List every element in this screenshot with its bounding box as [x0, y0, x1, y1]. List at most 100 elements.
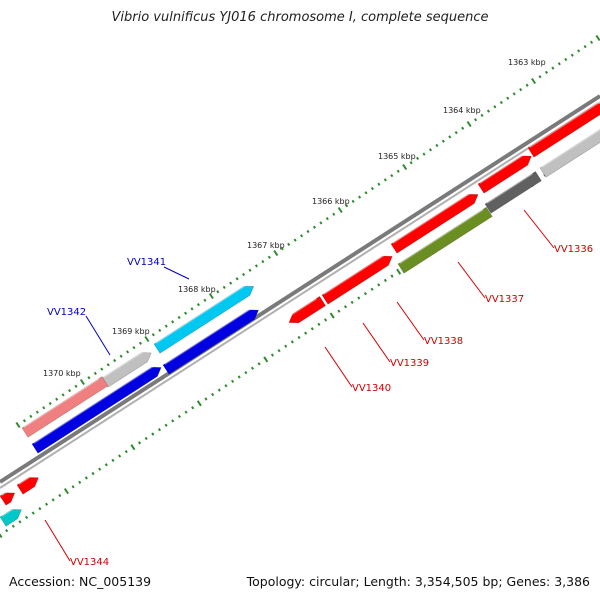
outer-tick — [454, 130, 458, 135]
cyan-gene-highlight — [155, 283, 248, 344]
inner-tick — [244, 370, 248, 375]
inner-tick — [231, 379, 235, 384]
red-gene-highlight — [1, 489, 9, 496]
accession-text: Accession: NC_005139 — [9, 574, 152, 589]
blue-gene — [162, 309, 259, 375]
inner-tick — [237, 375, 241, 379]
gene-label[interactable]: VV1341 — [127, 257, 166, 268]
red-gene-highlight — [479, 152, 526, 184]
inner-tick — [25, 515, 29, 520]
outer-tick — [422, 152, 426, 156]
outer-tick — [242, 272, 246, 277]
outer-tick — [570, 53, 574, 57]
red-gene-highlight — [18, 474, 33, 485]
inner-tick — [84, 476, 88, 480]
outer-tick — [325, 216, 329, 221]
outer-tick — [280, 247, 284, 251]
inner-tick — [51, 498, 55, 502]
red-gene-highlight — [529, 100, 600, 148]
outer-tick — [42, 406, 46, 410]
outer-tick — [466, 120, 472, 128]
callout-line — [396, 301, 425, 341]
inner-tick — [31, 511, 35, 515]
outer-tick — [531, 77, 537, 85]
inner-tick — [324, 318, 328, 322]
outer-tick — [486, 109, 490, 113]
outer-tick — [409, 161, 413, 165]
inner-tick — [98, 467, 102, 471]
inner-tick — [18, 520, 22, 524]
inner-tick — [377, 283, 381, 287]
outer-tick — [364, 191, 368, 195]
outer-tick — [345, 204, 349, 208]
callout-line — [523, 209, 555, 249]
inner-tick — [304, 331, 308, 335]
outer-tick — [396, 169, 400, 173]
gene-label[interactable]: VV1340 — [352, 383, 391, 394]
map-title: Vibrio vulnificus YJ016 chromosome I, co… — [111, 10, 489, 25]
inner-tick — [363, 291, 367, 296]
outer-tick — [248, 268, 252, 272]
callout-line — [44, 519, 71, 562]
outer-tick — [106, 363, 110, 367]
outer-tick — [132, 345, 136, 350]
ruler-label: 1365 kbp — [378, 152, 416, 161]
ruler-label: 1368 kbp — [178, 285, 216, 294]
inner-tick — [78, 480, 82, 484]
outer-tick — [235, 277, 239, 281]
outer-tick — [506, 96, 510, 100]
outer-tick — [229, 281, 233, 285]
ruler-label: 1363 kbp — [508, 58, 546, 67]
outer-tick — [55, 397, 59, 401]
backbone-inner — [0, 101, 600, 489]
gene-label[interactable]: VV1338 — [424, 336, 463, 347]
inner-tick — [191, 406, 195, 410]
inner-tick — [137, 441, 142, 445]
outer-tick — [35, 410, 39, 414]
outer-tick — [595, 34, 600, 42]
outer-tick — [577, 49, 581, 53]
inner-tick — [310, 327, 314, 331]
inner-tick — [196, 400, 202, 407]
grey-gene-highlight — [541, 128, 600, 168]
inner-tick — [317, 322, 321, 326]
outer-tick — [184, 311, 188, 315]
gene-label[interactable]: VV1337 — [485, 294, 524, 305]
callout-line — [324, 346, 353, 388]
inner-tick — [263, 356, 269, 363]
inner-tick — [357, 296, 361, 300]
inner-tick — [0, 533, 3, 539]
inner-tick — [217, 388, 221, 392]
teal-gene — [0, 509, 22, 527]
gene-callouts: VV1336 VV1337 VV1338 VV1339 VV1340 VV1341 VV13… — [44, 209, 593, 568]
inner-tick — [329, 312, 335, 319]
outer-tick — [61, 393, 65, 397]
outer-tick — [203, 298, 207, 302]
outer-tick — [74, 384, 78, 388]
gene-label[interactable]: VV1342 — [47, 307, 86, 318]
gene-label[interactable]: VV1339 — [390, 358, 429, 369]
inner-tick — [337, 309, 341, 313]
teal-gene-highlight — [1, 506, 16, 517]
inner-tick — [343, 305, 348, 309]
red-gene — [527, 103, 600, 158]
outer-tick — [267, 255, 271, 259]
outer-tick — [306, 229, 310, 234]
inner-tick — [118, 454, 122, 458]
gene-label[interactable]: VV1344 — [70, 557, 109, 568]
inner-tick — [204, 397, 208, 401]
outer-tick — [428, 148, 432, 152]
gene-label[interactable]: VV1336 — [554, 244, 593, 255]
grey-gene — [539, 129, 600, 178]
outer-tick — [583, 44, 587, 49]
outer-tick — [158, 328, 162, 333]
red-gene — [477, 155, 532, 194]
outer-tick — [416, 156, 420, 161]
inner-tick — [284, 344, 288, 348]
inner-tick — [63, 488, 69, 495]
outer-tick — [190, 307, 194, 311]
inner-tick — [396, 268, 402, 275]
dark-grey-gene — [484, 171, 542, 214]
inner-tick — [144, 436, 148, 441]
outer-tick — [493, 105, 497, 109]
